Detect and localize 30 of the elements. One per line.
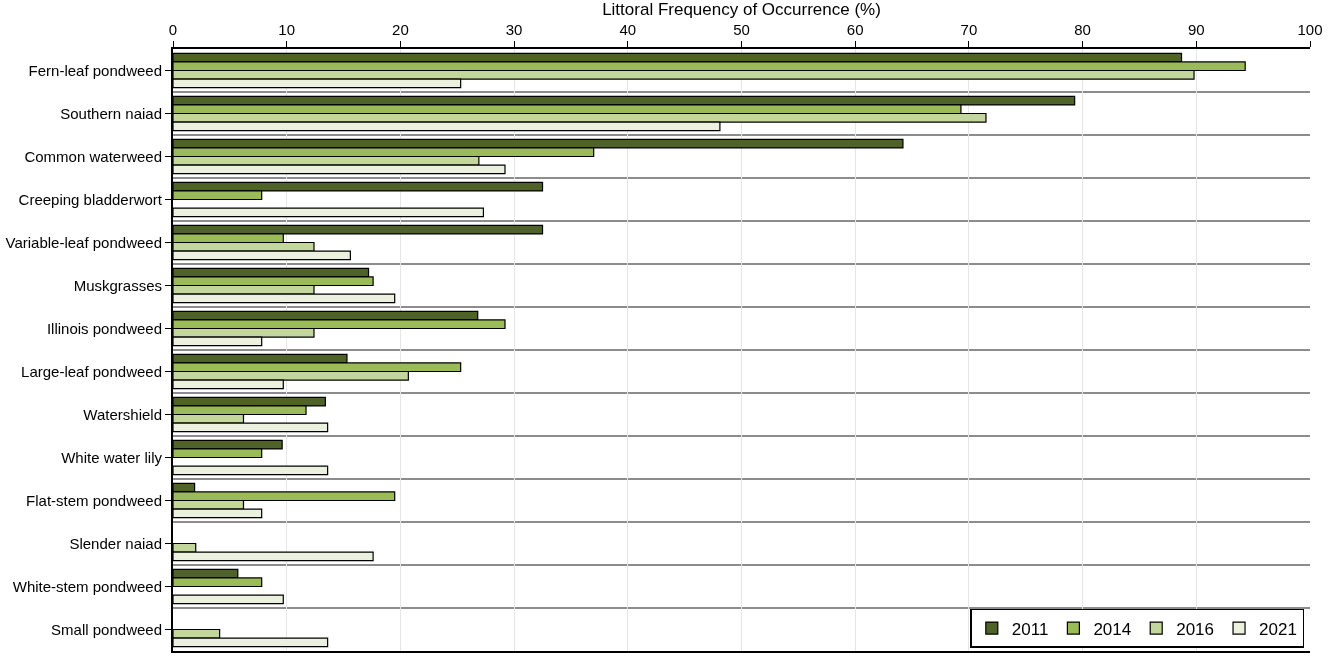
x-tick-label: 10: [278, 21, 296, 38]
x-tick-label: 40: [619, 21, 637, 38]
y-tick-label: Flat-stem pondweed: [26, 491, 162, 509]
y-tick-label: Creeping bladderwort: [18, 190, 163, 208]
x-tick-label: 50: [733, 21, 750, 38]
y-tick-label: Muskgrasses: [73, 276, 162, 294]
legend-label: 2021: [1259, 619, 1297, 639]
x-tick-label: 70: [960, 21, 978, 38]
y-tick-label: Watershield: [83, 405, 162, 423]
legend-label: 2011: [1011, 619, 1049, 639]
x-tick-label: 20: [392, 21, 409, 38]
y-tick-label: Illinois pondweed: [46, 319, 162, 337]
y-tick-label: White water lily: [61, 448, 163, 466]
x-tick-label: 80: [1074, 21, 1091, 38]
x-tick-label: 30: [505, 21, 523, 38]
y-tick-label: White-stem pondweed: [12, 577, 162, 595]
x-tick-label: 90: [1187, 21, 1205, 38]
x-axis-title: Littoral Frequency of Occurrence (%): [602, 0, 881, 19]
y-tick-label: Common waterweed: [24, 147, 162, 165]
x-tick-label: 0: [168, 21, 178, 38]
y-tick-label: Fern-leaf pondweed: [28, 61, 162, 79]
x-tick-label: 60: [846, 21, 864, 38]
y-tick-label: Variable-leaf pondweed: [5, 233, 162, 251]
legend-label: 2016: [1176, 619, 1215, 639]
y-tick-label: Small pondweed: [51, 620, 162, 638]
y-tick-label: Southern naiad: [60, 104, 162, 122]
y-tick-label: Slender naiad: [69, 534, 162, 552]
x-tick-label: 100: [1297, 21, 1323, 38]
y-tick-label: Large-leaf pondweed: [21, 362, 162, 380]
legend-label: 2014: [1093, 619, 1132, 639]
